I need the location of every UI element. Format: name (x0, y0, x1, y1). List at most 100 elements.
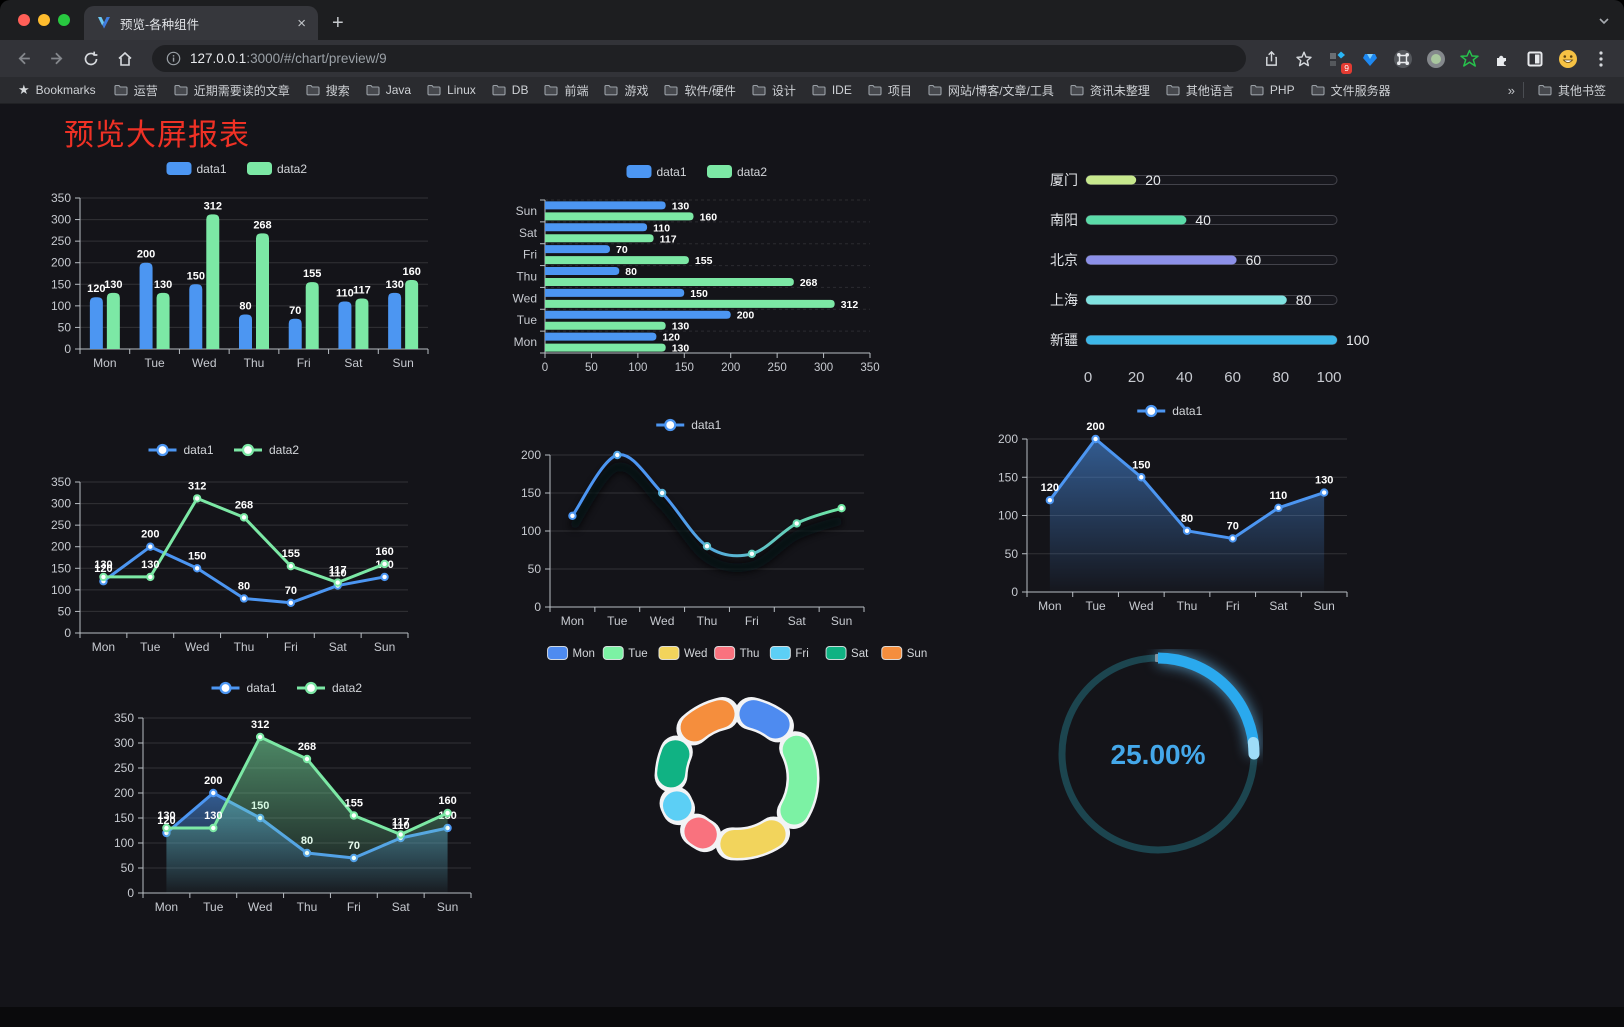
bookmark-label: IDE (831, 83, 852, 97)
home-button[interactable] (110, 45, 140, 73)
close-window-button[interactable] (18, 14, 30, 26)
bookmark-folder[interactable]: Linux (421, 81, 482, 99)
svg-text:150: 150 (51, 277, 71, 291)
bookmark-folder[interactable]: 网站/博客/文章/工具 (922, 80, 1060, 101)
page-bottom-strip (0, 1007, 1624, 1027)
bookmark-folder[interactable]: 前端 (538, 80, 594, 101)
svg-text:60: 60 (1224, 369, 1241, 386)
back-button[interactable] (8, 45, 38, 73)
bookmark-folder[interactable]: 其他语言 (1160, 80, 1240, 101)
extension-emoji-icon[interactable] (1555, 46, 1581, 72)
bookmark-folder[interactable]: IDE (806, 81, 858, 99)
svg-text:Sat: Sat (851, 648, 869, 660)
zoom-window-button[interactable] (58, 14, 70, 26)
extension-star-icon[interactable] (1456, 46, 1482, 72)
svg-text:312: 312 (188, 480, 206, 492)
svg-text:100: 100 (51, 583, 71, 597)
tab-strip: 预览-各种组件 × + (0, 0, 1624, 40)
other-bookmarks-label: 其他书签 (1557, 83, 1606, 98)
bookmark-star-icon[interactable] (1291, 46, 1317, 72)
bookmarks-right: » 其他书签 (1508, 80, 1612, 101)
chart-grouped-bar[interactable]: 0 50 100 150 200 250 300 350 Mon Tue Wed Thu Fri Sat S… (40, 150, 438, 375)
bookmark-folder[interactable]: 软件/硬件 (658, 80, 741, 101)
chart-progress-bars[interactable]: 厦门 20 南阳 40 北京 60 上海 80 新疆 100 0 20 40 60 80 100 (1040, 150, 1380, 390)
svg-text:80: 80 (1272, 369, 1289, 386)
bookmark-label: 前端 (564, 83, 589, 98)
svg-text:0: 0 (1084, 369, 1092, 386)
menu-kebab-icon[interactable] (1588, 46, 1614, 72)
bookmark-folder[interactable]: 资讯未整理 (1064, 80, 1156, 101)
bookmark-folder[interactable]: 近期需要读的文章 (168, 80, 296, 101)
svg-text:155: 155 (695, 255, 713, 267)
chart-line-two-series[interactable]: 0 50 100 150 200 250 300 350 Mon Tue Wed Thu Fri Sat S… (32, 420, 420, 660)
svg-text:110: 110 (392, 820, 410, 832)
bookmarks-manager[interactable]: ★ Bookmarks (12, 80, 102, 100)
bookmark-folder[interactable]: 搜索 (300, 80, 356, 101)
svg-text:Mon: Mon (561, 614, 584, 628)
chart-gauge-progress[interactable]: 25.00% (1053, 649, 1263, 864)
extension-grid-icon[interactable]: 9 (1324, 46, 1352, 74)
svg-text:Fri: Fri (1226, 599, 1240, 613)
chart-donut[interactable]: Mon Tue Wed Thu Fri Sat Sun (545, 636, 930, 886)
svg-text:100: 100 (1346, 332, 1370, 348)
extension-circle-icon[interactable] (1423, 46, 1449, 72)
site-info-icon[interactable] (166, 51, 181, 66)
extension-contrast-icon[interactable] (1522, 46, 1548, 72)
svg-text:350: 350 (51, 475, 71, 489)
svg-text:120: 120 (662, 332, 680, 344)
bookmark-folder[interactable]: 文件服务器 (1305, 80, 1397, 101)
chart-horizontal-bar[interactable]: 0 50 100 150 200 250 300 350 Sun Sat Fri Thu Wed Tue M… (503, 150, 895, 375)
bookmark-label: PHP (1269, 83, 1295, 97)
svg-text:70: 70 (616, 244, 628, 256)
bookmark-folder[interactable]: 游戏 (598, 80, 654, 101)
tab-title: 预览-各种组件 (120, 17, 200, 32)
svg-text:Sat: Sat (519, 226, 538, 240)
chart-area-single[interactable]: 0 50 100 150 200 Mon Tue Wed Thu Fri Sat Sun 120 200 1… (983, 385, 1361, 615)
address-bar[interactable]: 127.0.0.1:3000/#/chart/preview/9 (152, 45, 1246, 72)
svg-text:Mon: Mon (1038, 599, 1061, 613)
svg-text:130: 130 (141, 559, 159, 571)
reload-button[interactable] (76, 45, 106, 73)
forward-button[interactable] (42, 45, 72, 73)
svg-text:南阳: 南阳 (1050, 212, 1078, 228)
tab-close-icon[interactable]: × (297, 14, 306, 32)
bookmark-folder[interactable]: 运营 (108, 80, 164, 101)
extension-puzzle-icon[interactable] (1489, 46, 1515, 72)
bookmark-folder[interactable]: 项目 (862, 80, 918, 101)
svg-text:Thu: Thu (234, 640, 255, 654)
svg-text:117: 117 (329, 565, 347, 577)
svg-text:150: 150 (998, 470, 1018, 484)
new-tab-button[interactable]: + (332, 12, 344, 34)
other-bookmarks-folder[interactable]: 其他书签 (1532, 80, 1612, 101)
svg-text:117: 117 (392, 817, 410, 829)
svg-text:80: 80 (1181, 513, 1193, 525)
page-title: 预览大屏报表 (64, 119, 250, 152)
extension-command-icon[interactable] (1390, 46, 1416, 72)
svg-text:data2: data2 (737, 165, 767, 179)
bookmark-label: 其他语言 (1185, 83, 1234, 98)
share-icon[interactable] (1258, 46, 1284, 72)
bookmark-folder[interactable]: PHP (1244, 81, 1301, 99)
minimize-window-button[interactable] (38, 14, 50, 26)
svg-text:20: 20 (1145, 172, 1161, 188)
svg-text:Fri: Fri (284, 640, 298, 654)
bookmark-folder[interactable]: Java (360, 81, 417, 99)
chart-gradient-line[interactable]: 0 50 100 150 200 Mon Tue Wed Thu Fri Sat Sun data1 (500, 396, 882, 631)
extension-gem-icon[interactable] (1357, 46, 1383, 72)
svg-text:新疆: 新疆 (1050, 332, 1078, 348)
browser-tab[interactable]: 预览-各种组件 × (84, 6, 318, 40)
bookmark-folder[interactable]: DB (486, 81, 535, 99)
svg-text:0: 0 (64, 342, 71, 356)
svg-text:130: 130 (1315, 475, 1333, 487)
svg-text:厦门: 厦门 (1050, 172, 1078, 188)
tab-search-chevron-icon[interactable] (1598, 12, 1610, 30)
bookmarks-overflow-chevron[interactable]: » (1507, 82, 1515, 98)
svg-text:0: 0 (542, 362, 548, 374)
svg-text:110: 110 (336, 288, 354, 300)
svg-text:data1: data1 (691, 418, 721, 432)
svg-text:北京: 北京 (1050, 252, 1078, 268)
svg-text:Mon: Mon (155, 900, 178, 914)
bookmark-folder[interactable]: 设计 (746, 80, 802, 101)
chart-area-two-series[interactable]: 0 50 100 150 200 250 300 350 Mon Tue Wed Thu Fri Sat S… (95, 668, 483, 918)
svg-text:Fri: Fri (523, 248, 537, 262)
